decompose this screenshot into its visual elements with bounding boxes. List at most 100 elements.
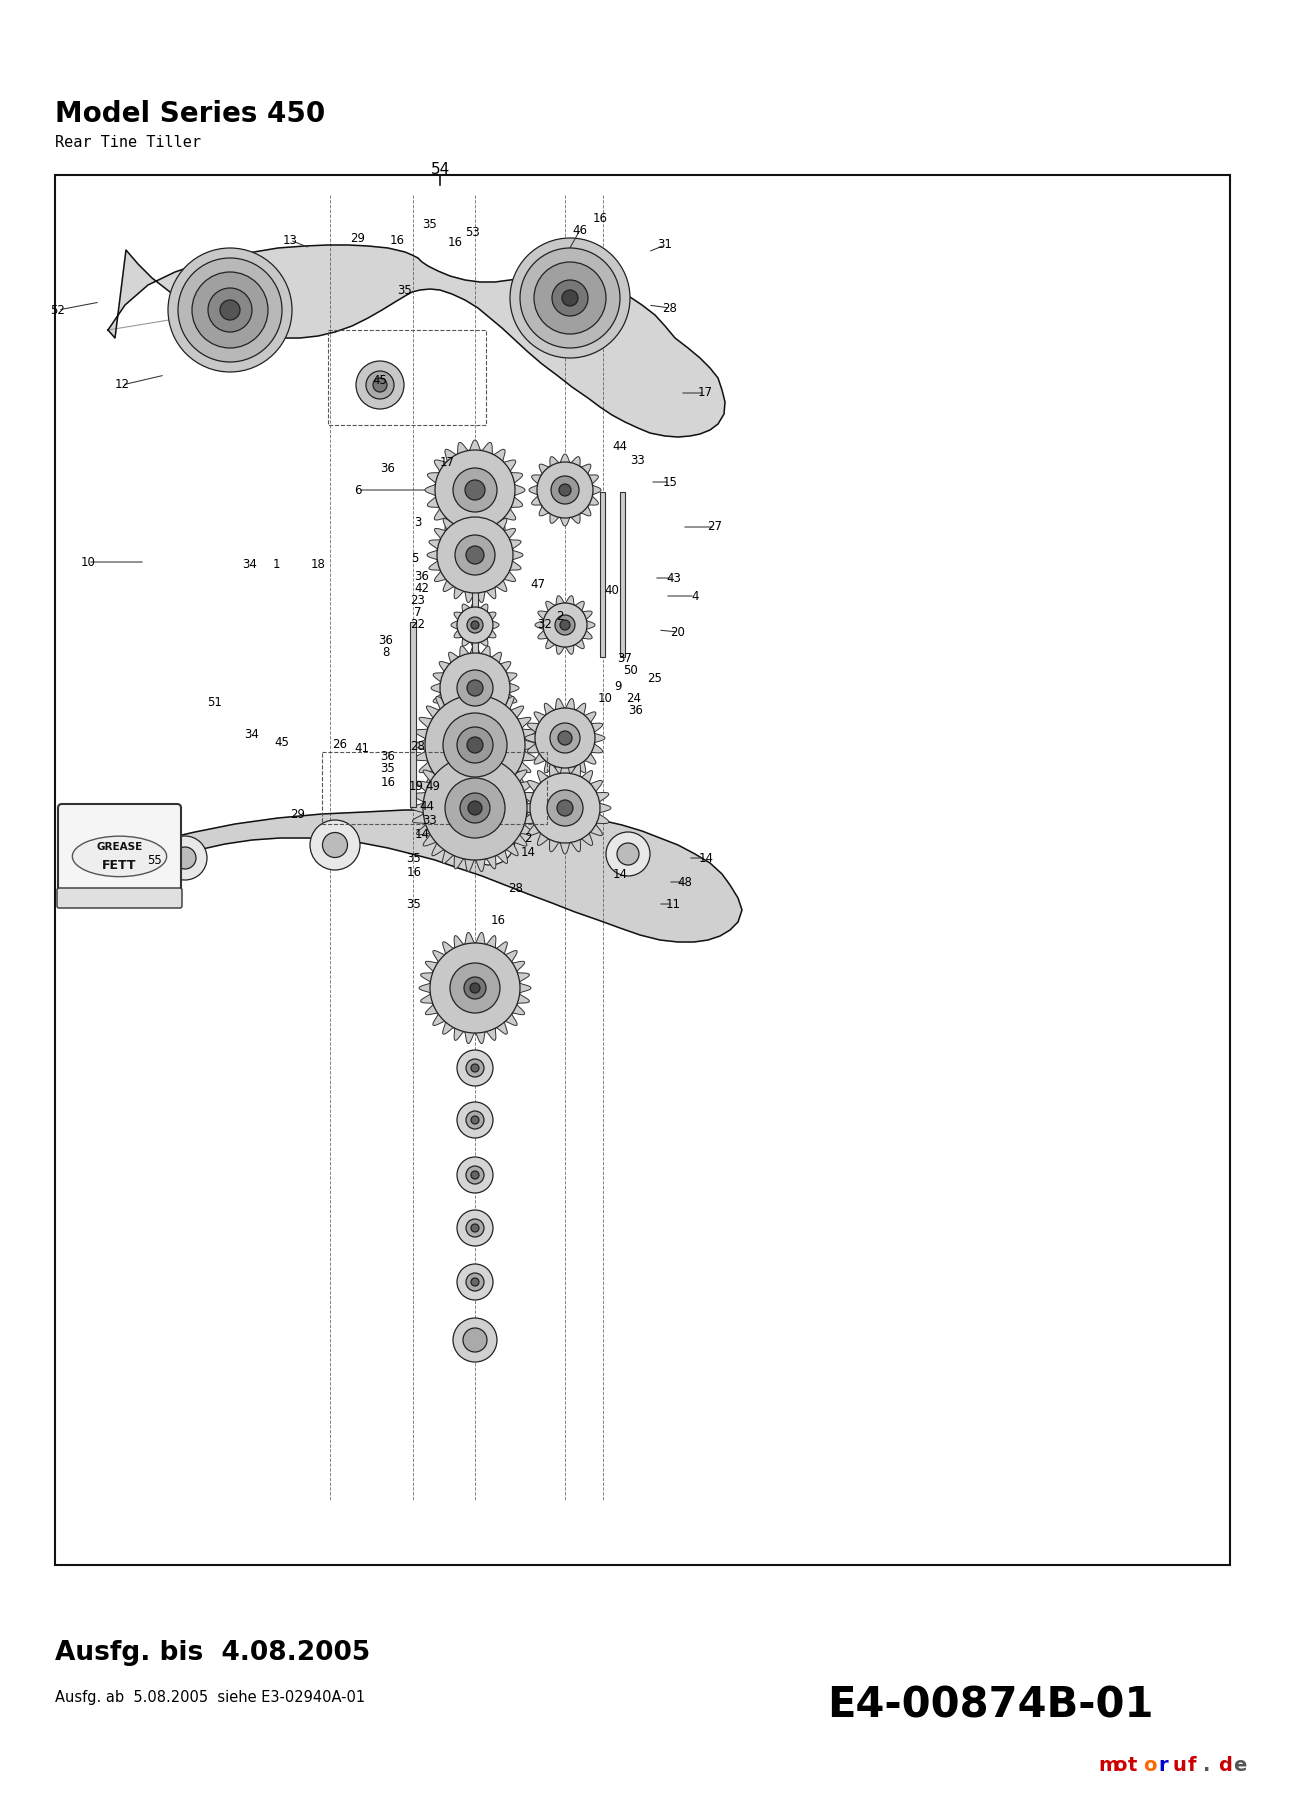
Text: 54: 54 — [431, 162, 450, 176]
Text: 36: 36 — [380, 749, 396, 763]
Circle shape — [174, 848, 196, 869]
Circle shape — [366, 371, 394, 400]
Circle shape — [617, 842, 639, 866]
Text: 35: 35 — [406, 898, 422, 911]
Text: 29: 29 — [351, 232, 366, 245]
Text: d: d — [1218, 1757, 1232, 1775]
Circle shape — [467, 1273, 483, 1291]
Circle shape — [550, 475, 579, 504]
Circle shape — [535, 707, 596, 769]
Circle shape — [467, 1166, 483, 1184]
Text: 19: 19 — [409, 779, 424, 792]
Circle shape — [477, 828, 503, 853]
Circle shape — [562, 290, 577, 306]
Circle shape — [458, 1157, 492, 1193]
Text: 16: 16 — [389, 234, 405, 247]
Circle shape — [467, 1111, 483, 1129]
Text: 14: 14 — [521, 846, 535, 859]
Bar — [599, 491, 605, 657]
Text: 28: 28 — [663, 301, 678, 315]
Text: 34: 34 — [245, 729, 259, 742]
Text: 4: 4 — [691, 590, 699, 603]
Text: 14: 14 — [415, 828, 429, 841]
Circle shape — [465, 815, 516, 866]
Text: 43: 43 — [666, 572, 682, 585]
Circle shape — [606, 832, 650, 877]
Text: 48: 48 — [678, 875, 692, 889]
Polygon shape — [412, 682, 538, 806]
Circle shape — [470, 1116, 480, 1123]
Circle shape — [445, 778, 505, 839]
Text: 35: 35 — [397, 283, 412, 297]
Text: 15: 15 — [663, 475, 678, 488]
Circle shape — [470, 1224, 480, 1231]
Circle shape — [458, 607, 492, 643]
Text: 36: 36 — [415, 569, 429, 583]
Circle shape — [559, 619, 570, 630]
Circle shape — [425, 695, 525, 796]
Text: 25: 25 — [647, 671, 663, 684]
Text: 18: 18 — [311, 558, 325, 571]
Circle shape — [458, 1264, 492, 1300]
Text: 33: 33 — [630, 454, 646, 466]
Text: e: e — [1234, 1757, 1246, 1775]
Circle shape — [464, 977, 486, 999]
Text: 16: 16 — [447, 236, 463, 248]
Text: 37: 37 — [617, 652, 633, 664]
Text: 28: 28 — [411, 740, 425, 754]
Circle shape — [470, 621, 480, 628]
Circle shape — [162, 835, 208, 880]
Polygon shape — [108, 810, 742, 941]
Circle shape — [556, 616, 575, 635]
Text: 35: 35 — [406, 851, 422, 864]
Circle shape — [455, 535, 495, 574]
Text: 16: 16 — [406, 866, 422, 878]
Text: 10: 10 — [598, 691, 612, 704]
Polygon shape — [419, 932, 531, 1044]
Text: 26: 26 — [333, 738, 348, 752]
Circle shape — [431, 943, 519, 1033]
Text: 8: 8 — [383, 646, 389, 659]
Circle shape — [458, 1210, 492, 1246]
Polygon shape — [425, 439, 525, 540]
Circle shape — [437, 517, 513, 592]
Text: 14: 14 — [699, 851, 714, 864]
Text: 7: 7 — [414, 605, 422, 619]
Text: o: o — [1143, 1757, 1156, 1775]
Text: 35: 35 — [380, 763, 396, 776]
Text: 14: 14 — [612, 869, 628, 882]
Text: 36: 36 — [380, 461, 396, 475]
Ellipse shape — [72, 837, 166, 877]
Text: Rear Tine Tiller: Rear Tine Tiller — [55, 135, 201, 149]
Circle shape — [220, 301, 240, 320]
Text: f: f — [1188, 1757, 1196, 1775]
Text: GREASE: GREASE — [97, 842, 143, 851]
Circle shape — [552, 281, 588, 317]
Text: 40: 40 — [605, 583, 620, 596]
Circle shape — [452, 1318, 498, 1363]
Text: 45: 45 — [373, 374, 388, 387]
Text: 33: 33 — [423, 814, 437, 826]
Circle shape — [443, 713, 507, 778]
Text: 16: 16 — [593, 212, 607, 225]
Circle shape — [356, 362, 403, 409]
Text: 1: 1 — [272, 558, 280, 572]
Text: 31: 31 — [657, 238, 673, 252]
Circle shape — [452, 468, 498, 511]
Circle shape — [534, 263, 606, 335]
Text: 28: 28 — [509, 882, 523, 895]
Circle shape — [559, 484, 571, 497]
Text: 23: 23 — [411, 594, 425, 607]
Circle shape — [309, 821, 360, 869]
Text: 36: 36 — [629, 704, 643, 716]
Polygon shape — [411, 745, 539, 871]
Text: 34: 34 — [242, 558, 258, 571]
Circle shape — [470, 1064, 480, 1073]
Circle shape — [423, 756, 527, 860]
Text: r: r — [1158, 1757, 1168, 1775]
Circle shape — [543, 603, 586, 646]
Text: E4-00874B-01: E4-00874B-01 — [826, 1685, 1154, 1726]
Text: 49: 49 — [425, 779, 441, 792]
Circle shape — [458, 670, 492, 706]
Circle shape — [467, 736, 483, 752]
